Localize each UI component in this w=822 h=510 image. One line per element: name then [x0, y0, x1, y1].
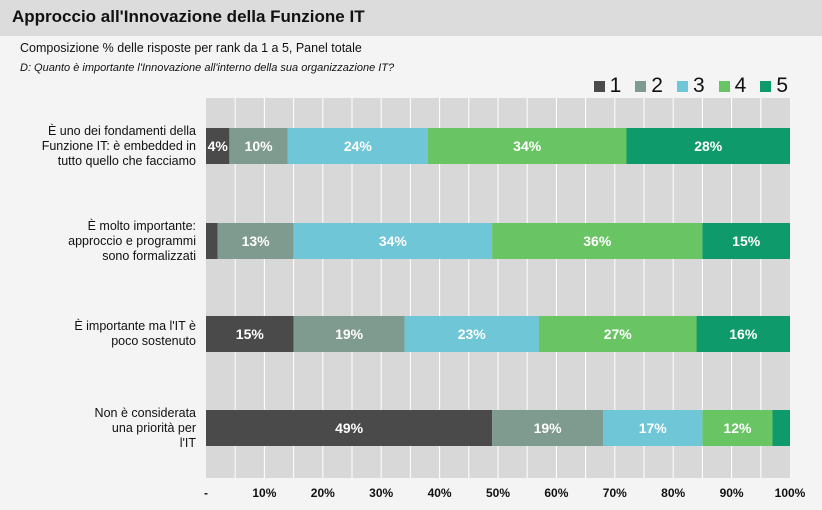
data-label: 34%: [379, 233, 408, 249]
bar-segment: [293, 316, 405, 352]
x-tick-label: 80%: [661, 486, 685, 500]
bar-segment: [696, 316, 790, 352]
category-label: È importante ma l'IT è poco sostenuto: [40, 319, 196, 349]
legend-swatch: [760, 80, 772, 92]
data-label: 17%: [639, 420, 668, 436]
legend-item: 4: [718, 74, 747, 98]
x-tick-label: -: [204, 486, 208, 500]
category-label-line: approccio e programmi: [68, 233, 196, 248]
category-label-line: l'IT: [179, 435, 196, 450]
category-label-line: È importante ma l'IT è: [74, 319, 196, 333]
bar-segment: [217, 223, 294, 259]
category-label: È uno dei fondamenti della Funzione IT: è…: [40, 124, 196, 169]
data-label: 13%: [242, 233, 271, 249]
x-tick-label: 70%: [603, 486, 627, 500]
data-label: 34%: [513, 138, 542, 154]
bar-segment: [492, 223, 703, 259]
legend-label: 3: [692, 74, 705, 97]
legend-item: 2: [635, 74, 663, 98]
bar-segment: [492, 410, 604, 446]
data-label: 49%: [335, 420, 364, 436]
category-label-line: tutto quello che facciamo: [57, 153, 196, 168]
legend-item: 1: [593, 74, 622, 98]
category-label-line: È molto importante:: [87, 218, 196, 233]
x-tick-label: 60%: [544, 486, 568, 500]
category-label-line: una priorità per: [111, 420, 196, 435]
category-label-line: poco sostenuto: [111, 334, 196, 348]
bar-segment: [772, 410, 790, 446]
category-label-line: Funzione IT: è embedded in: [41, 138, 196, 153]
legend-swatch: [676, 80, 688, 92]
bar-segment: [702, 223, 790, 259]
data-label: 28%: [694, 138, 723, 154]
bar-segment: [229, 128, 288, 164]
x-tick-label: 40%: [428, 486, 452, 500]
bar-segment: [287, 128, 428, 164]
x-tick-label: 10%: [252, 486, 276, 500]
category-label-line: È uno dei fondamenti della: [47, 123, 196, 138]
data-label: 12%: [723, 420, 752, 436]
legend-label: 5: [776, 74, 788, 97]
bar-segment: [206, 316, 294, 352]
data-label: 16%: [729, 326, 758, 342]
data-label: 10%: [245, 138, 274, 154]
data-label: 27%: [604, 326, 633, 342]
legend-label: 1: [609, 74, 622, 97]
chart-subtitle: Composizione % delle risposte per rank d…: [20, 41, 362, 55]
bar-segment: [206, 223, 218, 259]
bar-segment: [206, 410, 493, 446]
x-tick-label: 30%: [369, 486, 393, 500]
bar-segment: [427, 128, 627, 164]
chart-title: Approccio all'Innovazione della Funzione…: [12, 7, 365, 26]
category-label: È molto importante: approccio e programmi…: [40, 219, 196, 264]
category-label: Non è considerata una priorità per l'IT: [40, 406, 196, 451]
category-label-line: Non è considerata: [94, 405, 196, 420]
data-label: 24%: [344, 138, 373, 154]
legend-swatch: [635, 80, 647, 92]
x-tick-label: 100%: [775, 486, 806, 500]
legend-label: 4: [734, 74, 747, 97]
category-label-line: sono formalizzati: [102, 248, 196, 263]
survey-question: D: Quanto è importante l'Innovazione all…: [20, 62, 395, 74]
legend-item: 3: [676, 74, 705, 98]
legend-swatch: [593, 80, 605, 92]
bar-segment: [404, 316, 539, 352]
x-tick-label: 20%: [311, 486, 335, 500]
data-label: 23%: [458, 326, 487, 342]
bar-segment: [702, 410, 773, 446]
bar-segment: [538, 316, 697, 352]
data-label: 19%: [335, 326, 364, 342]
legend-swatch: [718, 80, 730, 92]
x-tick-label: 90%: [720, 486, 744, 500]
data-label: 19%: [534, 420, 563, 436]
x-tick-label: 50%: [486, 486, 510, 500]
legend: 1 2 3 4 5: [593, 74, 788, 98]
data-label: 4%: [208, 138, 229, 154]
bar-segment: [293, 223, 493, 259]
bar-segment: [206, 128, 230, 164]
bar-segment: [603, 410, 703, 446]
data-label: 15%: [236, 326, 265, 342]
title-bar: Approccio all'Innovazione della Funzione…: [0, 0, 822, 36]
legend-label: 2: [651, 74, 663, 97]
data-label: 36%: [583, 233, 612, 249]
data-label: 15%: [732, 233, 761, 249]
bar-segment: [626, 128, 790, 164]
legend-item: 5: [760, 74, 788, 98]
